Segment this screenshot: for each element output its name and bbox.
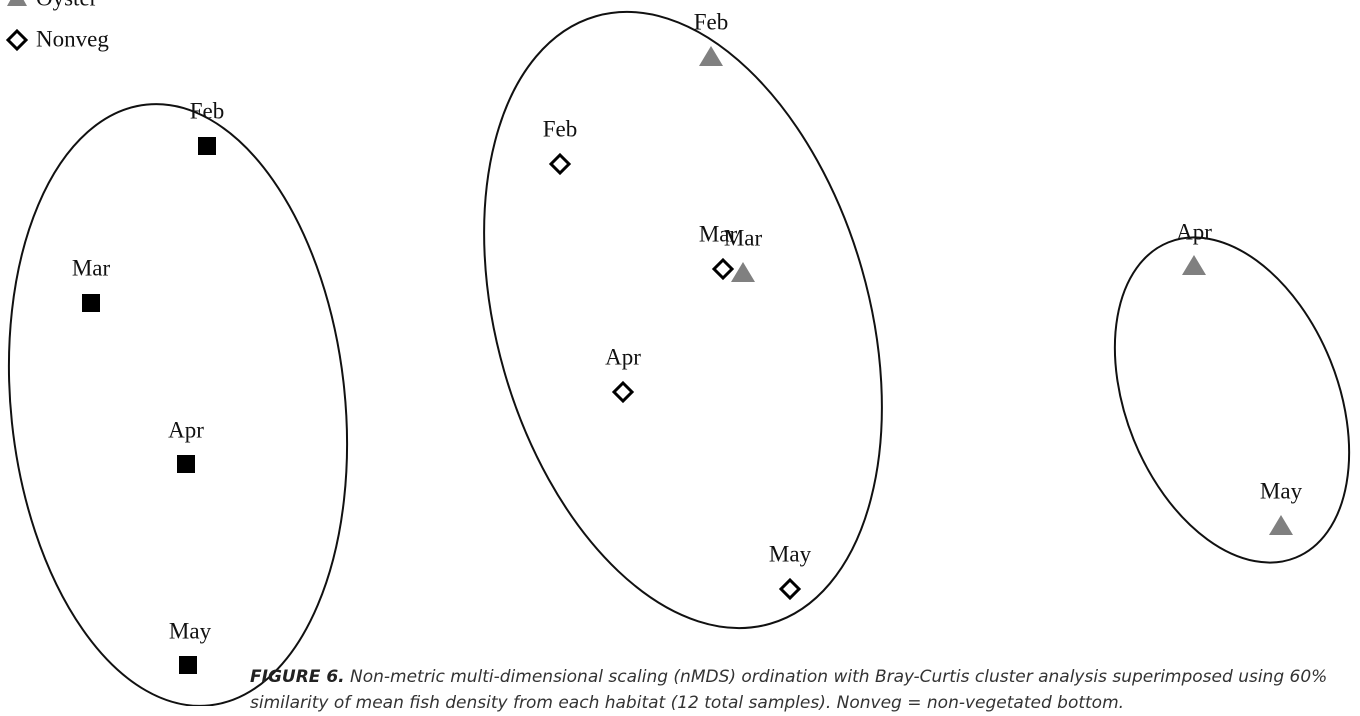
point-label: Apr: [1176, 219, 1212, 244]
point-label: Feb: [190, 98, 225, 123]
caption-label: FIGURE 6.: [250, 667, 345, 687]
square-marker: [82, 294, 100, 312]
square-marker: [198, 137, 216, 155]
cluster-ellipse: [1113, 236, 1351, 564]
triangle-marker: [1182, 255, 1206, 275]
diamond-marker: [611, 380, 635, 404]
caption: FIGURE 6. Non-metric multi-dimensional s…: [250, 664, 1360, 716]
cluster-ellipse: [483, 10, 883, 630]
point-label: Mar: [72, 255, 111, 280]
point-label: Feb: [694, 9, 729, 34]
point-label: May: [169, 618, 212, 643]
point-label: Mar: [699, 221, 738, 246]
triangle-marker: [1269, 515, 1293, 535]
legend-triangle: [7, 0, 27, 6]
point-label: Feb: [543, 116, 578, 141]
point-label: May: [1260, 478, 1303, 503]
square-marker: [179, 656, 197, 674]
triangle-marker: [731, 262, 755, 282]
diamond-marker: [548, 152, 572, 176]
legend-label: Oyster: [36, 0, 98, 10]
legend-diamond: [5, 28, 29, 52]
diamond-marker: [711, 257, 735, 281]
point-label: Apr: [168, 417, 204, 442]
triangle-marker: [699, 46, 723, 66]
cluster-ellipse: [7, 103, 349, 706]
point-label: Mar: [724, 225, 763, 250]
point-label: Apr: [605, 344, 641, 369]
legend-label: Nonveg: [36, 26, 109, 51]
square-marker: [177, 455, 195, 473]
caption-text: Non-metric multi-dimensional scaling (nM…: [250, 667, 1328, 713]
diamond-marker: [778, 577, 802, 601]
point-label: May: [769, 541, 812, 566]
